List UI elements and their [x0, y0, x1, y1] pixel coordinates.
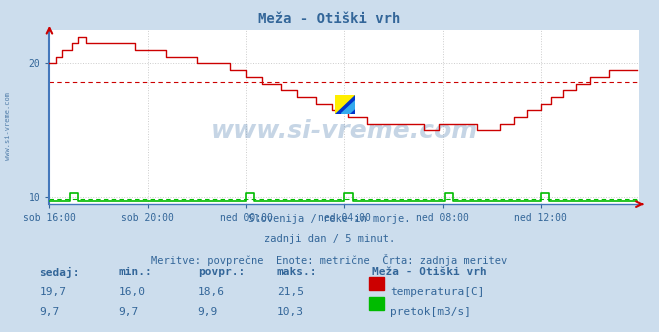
Text: min.:: min.:: [119, 267, 152, 277]
Text: povpr.:: povpr.:: [198, 267, 245, 277]
Text: Meritve: povprečne  Enote: metrične  Črta: zadnja meritev: Meritve: povprečne Enote: metrične Črta:…: [152, 254, 507, 266]
Text: temperatura[C]: temperatura[C]: [390, 287, 484, 297]
Polygon shape: [335, 95, 355, 114]
Text: 9,7: 9,7: [40, 307, 60, 317]
Text: 10,3: 10,3: [277, 307, 304, 317]
Text: Slovenija / reke in morje.: Slovenija / reke in morje.: [248, 214, 411, 224]
Text: 9,7: 9,7: [119, 307, 139, 317]
Text: Meža - Otiški vrh: Meža - Otiški vrh: [372, 267, 487, 277]
Text: pretok[m3/s]: pretok[m3/s]: [390, 307, 471, 317]
Text: zadnji dan / 5 minut.: zadnji dan / 5 minut.: [264, 234, 395, 244]
Text: 9,9: 9,9: [198, 307, 218, 317]
Text: 16,0: 16,0: [119, 287, 146, 297]
Text: 18,6: 18,6: [198, 287, 225, 297]
Text: www.si-vreme.com: www.si-vreme.com: [5, 92, 11, 160]
Text: 19,7: 19,7: [40, 287, 67, 297]
Polygon shape: [335, 95, 355, 114]
Text: maks.:: maks.:: [277, 267, 317, 277]
Polygon shape: [341, 101, 355, 114]
Text: 21,5: 21,5: [277, 287, 304, 297]
Text: Meža - Otiški vrh: Meža - Otiški vrh: [258, 12, 401, 26]
Text: sedaj:: sedaj:: [40, 267, 80, 278]
Text: www.si-vreme.com: www.si-vreme.com: [211, 119, 478, 143]
